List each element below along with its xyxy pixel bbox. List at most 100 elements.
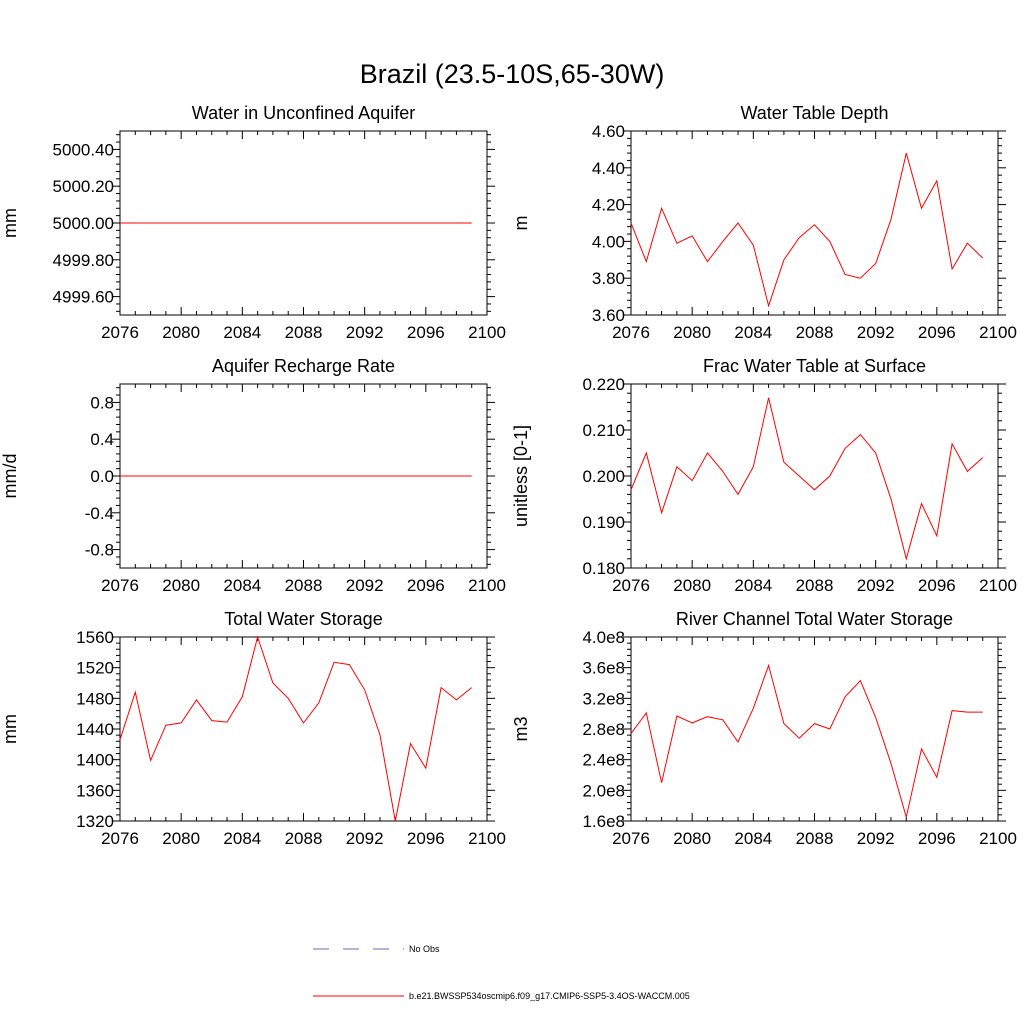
y-tick-label: 1.6e8 [582,812,625,831]
panel-title: Aquifer Recharge Rate [212,356,395,376]
legend-model-label: b.e21.BWSSP534oscmip6.f09_g17.CMIP6-SSP5… [409,991,690,1001]
y-tick-label: 0.0 [90,467,114,486]
x-tick-label: 2092 [346,829,384,848]
x-tick-label: 2096 [407,323,445,342]
x-tick-label: 2100 [468,323,506,342]
panel-title: Water Table Depth [740,103,888,123]
series-line [630,663,983,818]
y-tick-label: 4.0e8 [582,628,625,647]
x-tick-label: 2084 [223,323,261,342]
series-line [119,635,473,822]
y-tick-label: 4999.80 [53,251,114,270]
y-axis-label: mm [0,208,20,238]
y-tick-label: 4.20 [592,196,625,215]
y-tick-label: 1320 [76,812,114,831]
y-tick-label: 3.80 [592,269,625,288]
x-tick-label: 2076 [101,829,139,848]
x-tick-label: 2084 [734,829,772,848]
panel-river: 2076 2080 2084 2088 2092 2096 2100 1.6e8 2.0e8 2.… [511,609,1017,848]
y-axis-label: mm/d [0,454,20,499]
x-tick-label: 2084 [734,576,772,595]
y-tick-label: 0.190 [582,513,625,532]
y-tick-label: 5000.00 [53,214,114,233]
x-tick-label: 2080 [673,829,711,848]
legend-no-obs-label: No Obs [409,944,440,954]
y-tick-label: 4999.60 [53,288,114,307]
y-axis-label: mm [0,714,20,744]
x-tick-label: 2088 [796,576,834,595]
x-tick-label: 2088 [285,829,323,848]
y-tick-label: 2.0e8 [582,781,625,800]
panel-recharge: 2076 2080 2084 2088 2092 2096 2100 -0.8 -0.4 0.0 0… [0,356,506,595]
x-tick-label: 2080 [162,323,200,342]
y-tick-label: 1480 [76,689,114,708]
x-tick-label: 2096 [918,323,956,342]
y-axis-label: unitless [0-1] [511,425,531,527]
x-tick-label: 2088 [285,576,323,595]
x-tick-label: 2080 [673,576,711,595]
x-tick-label: 2084 [223,829,261,848]
x-tick-label: 2092 [857,323,895,342]
y-tick-label: 3.6e8 [582,659,625,678]
plot-frame [630,383,999,569]
y-tick-label: 1360 [76,781,114,800]
x-tick-label: 2096 [918,576,956,595]
x-tick-label: 2092 [346,323,384,342]
x-tick-label: 2100 [979,576,1017,595]
y-tick-label: 0.8 [90,393,114,412]
x-tick-label: 2096 [407,829,445,848]
x-tick-label: 2088 [796,323,834,342]
x-tick-label: 2100 [468,576,506,595]
x-tick-label: 2100 [979,323,1017,342]
x-tick-label: 2092 [857,829,895,848]
plot-frame [119,636,488,822]
x-tick-label: 2096 [407,576,445,595]
x-tick-label: 2076 [612,829,650,848]
x-tick-label: 2080 [673,323,711,342]
y-tick-label: 3.2e8 [582,689,625,708]
panel-tws: 2076 2080 2084 2088 2092 2096 2100 1320 1360 1400… [0,609,506,848]
y-tick-label: 1440 [76,720,114,739]
x-tick-label: 2076 [612,576,650,595]
x-tick-label: 2084 [734,323,772,342]
y-tick-label: 0.210 [582,421,625,440]
series-line [630,152,984,308]
panel-wtdepth: 2076 2080 2084 2088 2092 2096 2100 3.60 3.80 4.00… [511,103,1017,342]
series-line [630,397,984,561]
panels: 2076 2080 2084 2088 2092 2096 2100 4999.60 4999.… [0,103,1017,848]
x-tick-label: 2084 [223,576,261,595]
x-tick-label: 2100 [468,829,506,848]
plot-frame [630,636,999,822]
panel-title: Frac Water Table at Surface [703,356,926,376]
y-tick-label: 5000.40 [53,140,114,159]
y-tick-label: 0.200 [582,467,625,486]
plot-frame [630,130,999,316]
legend: No Obs b.e21.BWSSP534oscmip6.f09_g17.CMI… [313,944,690,1001]
x-tick-label: 2096 [918,829,956,848]
y-tick-label: 2.8e8 [582,720,625,739]
x-tick-label: 2080 [162,576,200,595]
y-tick-label: 1560 [76,628,114,647]
panel-title: River Channel Total Water Storage [676,609,953,629]
x-tick-label: 2088 [796,829,834,848]
y-tick-label: 0.220 [582,375,625,394]
y-tick-label: 3.60 [592,306,625,325]
y-tick-label: 4.40 [592,159,625,178]
y-tick-label: 1520 [76,659,114,678]
y-axis-label: m [511,216,531,231]
x-tick-label: 2076 [101,576,139,595]
y-tick-label: 4.00 [592,232,625,251]
y-tick-label: 2.4e8 [582,751,625,770]
x-tick-label: 2092 [857,576,895,595]
panel-fracwt: 2076 2080 2084 2088 2092 2096 2100 0.180 0.190 0.… [511,356,1017,595]
x-tick-label: 2092 [346,576,384,595]
y-tick-label: -0.8 [85,541,114,560]
x-tick-label: 2076 [612,323,650,342]
panel-title: Total Water Storage [224,609,382,629]
y-axis-label: m3 [511,716,531,741]
panel-title: Water in Unconfined Aquifer [192,103,415,123]
figure-title: Brazil (23.5-10S,65-30W) [360,59,665,89]
y-tick-label: -0.4 [85,504,114,523]
panel-unconfined: 2076 2080 2084 2088 2092 2096 2100 4999.60 4999.… [0,103,506,342]
